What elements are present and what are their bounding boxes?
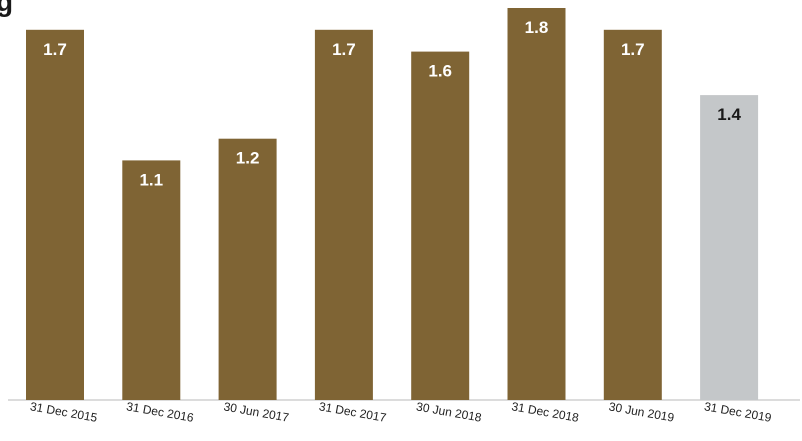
bar-value-label-2: 1.1 bbox=[139, 170, 163, 189]
x-tick-label-1: 31 Dec 2015 bbox=[29, 399, 99, 425]
x-tick-label-7: 30 Jun 2019 bbox=[608, 399, 676, 424]
bar-value-label-6: 1.8 bbox=[525, 18, 549, 37]
bar-1 bbox=[26, 29, 84, 401]
bars-group bbox=[26, 8, 759, 401]
bar-2 bbox=[122, 160, 181, 400]
bar-4 bbox=[314, 29, 373, 401]
bar-labels-group: 1.7 1.1 1.2 1.7 1.6 1.8 1.7 1.4 bbox=[43, 18, 741, 189]
bar-value-label-8: 1.4 bbox=[717, 105, 741, 124]
bar-value-label-3: 1.2 bbox=[236, 149, 260, 168]
bar-value-label-7: 1.7 bbox=[621, 40, 645, 59]
bar-8 bbox=[700, 95, 759, 400]
bar-value-label-5: 1.6 bbox=[428, 62, 452, 81]
bar-6 bbox=[507, 8, 566, 400]
bar-5 bbox=[411, 51, 470, 400]
x-tick-label-4: 31 Dec 2017 bbox=[318, 399, 388, 425]
chart-title-fragment: g bbox=[0, 0, 14, 17]
bar-3 bbox=[218, 138, 277, 400]
x-tick-label-8: 31 Dec 2019 bbox=[703, 399, 773, 425]
x-tick-label-3: 30 Jun 2017 bbox=[223, 399, 291, 424]
x-tick-labels-group: 31 Dec 2015 31 Dec 2016 30 Jun 2017 31 Dec … bbox=[29, 399, 773, 425]
x-tick-label-6: 31 Dec 2018 bbox=[510, 399, 580, 425]
bar-7 bbox=[603, 29, 662, 401]
x-tick-label-5: 30 Jun 2018 bbox=[415, 399, 483, 424]
x-tick-label-2: 31 Dec 2016 bbox=[125, 399, 195, 425]
bar-value-label-1: 1.7 bbox=[43, 40, 67, 59]
bar-value-label-4: 1.7 bbox=[332, 40, 356, 59]
